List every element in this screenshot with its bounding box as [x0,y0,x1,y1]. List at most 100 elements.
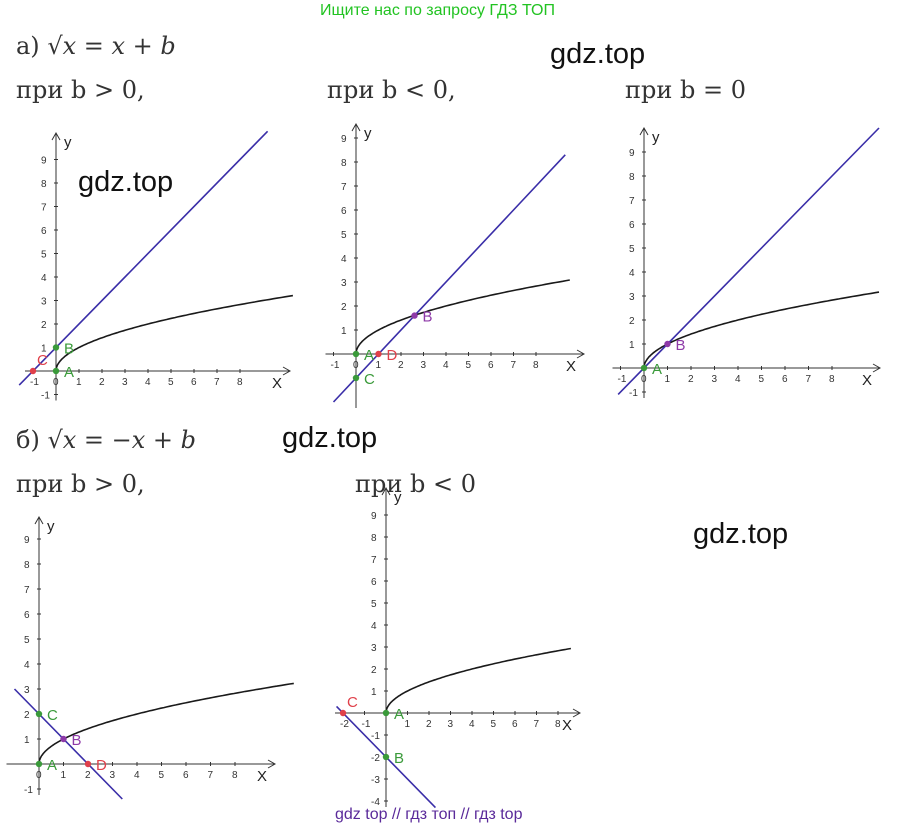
graph-a-b-negative: Xy -1 0 1 2 3 4 5 6 7 8 1 2 3 4 5 6 7 8 9 ACD B [325,122,586,408]
y-axis-arrow [381,486,391,496]
x-axis-arrow [572,708,582,718]
linear-line [617,127,880,395]
x-tick-label: 8 [829,374,835,385]
graph-b-b-positive: Xy 0 1 2 3 4 5 6 7 8 -1 1 2 3 4 5 6 7 8 9 A CBD [6,515,294,800]
x-tick-label: 1 [405,719,411,730]
y-tick-label: 8 [41,179,47,190]
x-tick-label: 0 [36,770,42,781]
part-a-label: а) [16,32,40,60]
banner-text: Ищите нас по запросу ГДЗ ТОП [320,2,555,19]
condition-b2: при b < 0 [355,470,476,498]
y-tick-label: 5 [24,635,30,646]
condition-a1: при b > 0, [16,76,145,104]
point-c [35,710,43,718]
y-tick-label: 8 [341,158,347,169]
y-tick-label: 5 [371,599,377,610]
y-tick-label: 1 [629,340,635,351]
y-tick-label: 7 [629,196,635,207]
x-tick-label: 7 [511,360,517,371]
y-tick-label: 6 [629,220,635,231]
y-tick-label: 8 [24,560,30,571]
x-tick-label: 4 [443,360,449,371]
x-tick-label: 2 [85,770,91,781]
x-tick-label: 1 [61,770,67,781]
x-tick-label: -1 [362,719,371,730]
y-axis-name: y [394,489,402,506]
x-tick-label: 3 [448,719,454,730]
y-axis-name: y [652,129,660,146]
part-b-label: б) [16,426,40,454]
point-b [411,312,418,319]
y-tick-label: 4 [371,621,377,632]
x-tick-label: 6 [191,377,197,388]
y-tick-label: 4 [341,254,347,265]
x-tick-label: -1 [618,374,627,385]
x-axis-arrow [576,349,586,359]
x-tick-label: -2 [340,719,349,730]
point-label-d: D [96,757,107,774]
y-axis-arrow [34,515,44,525]
condition-a3: при b = 0 [625,76,746,104]
x-tick-label: 4 [134,770,140,781]
x-tick-label: 3 [712,374,718,385]
point-label-a: A [64,364,74,381]
x-tick-label: 2 [398,360,404,371]
x-tick-label: 0 [53,377,59,388]
y-tick-label: -1 [371,731,380,742]
x-tick-label: 5 [159,770,165,781]
point-c [339,709,347,717]
y-tick-label: 8 [629,172,635,183]
equation-b: б) √x = −x + b [16,426,196,454]
y-tick-label: 5 [629,244,635,255]
point-b [60,735,67,743]
x-tick-label: 6 [488,360,494,371]
point-label-d: D [387,347,398,364]
y-tick-label: 9 [341,134,347,145]
linear-line [18,130,269,386]
y-tick-label: 5 [41,250,47,261]
x-tick-label: 8 [533,360,539,371]
x-tick-label: 1 [76,377,82,388]
point-b [664,340,671,348]
point-b [52,344,60,351]
x-tick-label: 3 [122,377,128,388]
x-tick-label: 6 [512,719,518,730]
point-label-b: B [72,732,82,749]
y-tick-label: -1 [629,388,638,399]
point-a [640,364,648,372]
sqrt-curve [385,647,572,713]
point-label-a: A [47,757,57,774]
point-label-a: A [364,347,374,364]
x-tick-label: 2 [426,719,432,730]
point-a [35,760,43,768]
x-tick-label: -1 [331,360,340,371]
point-a [52,367,60,375]
y-tick-label: 5 [341,230,347,241]
watermark: gdz.top [693,518,789,550]
point-a [352,350,360,358]
graph-b-b-negative: Xy -2 -1 1 2 3 4 5 6 7 8 -4 -3 -2 -1 1 2 3 4 5 6 7 8 9 A B C [335,486,582,809]
x-tick-label: 8 [555,719,561,730]
y-tick-label: -4 [371,797,380,808]
x-tick-label: 2 [688,374,694,385]
y-tick-label: 7 [341,182,347,193]
y-tick-label: 1 [24,735,30,746]
point-label-c: C [37,352,48,369]
part-b-equation: √x = −x + b [47,426,197,454]
y-tick-label: 6 [24,610,30,621]
x-tick-label: 6 [183,770,189,781]
y-axis-arrow [639,126,649,136]
x-tick-label: 8 [232,770,238,781]
y-tick-label: 3 [341,278,347,289]
y-tick-label: -1 [41,391,50,402]
x-axis-name: X [562,717,572,734]
y-tick-label: 8 [371,533,377,544]
x-tick-label: 8 [237,377,243,388]
x-axis-arrow [282,366,292,376]
sqrt-curve [643,291,880,368]
y-axis-name: y [64,134,72,151]
point-b [382,753,390,761]
x-axis-arrow [267,759,277,769]
x-tick-label: 5 [466,360,472,371]
